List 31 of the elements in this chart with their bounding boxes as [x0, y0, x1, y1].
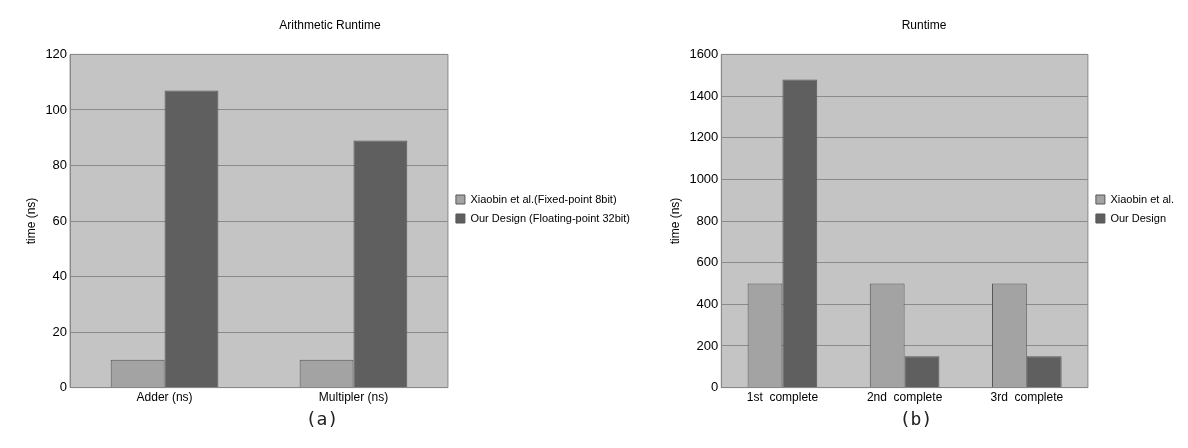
y-tick-label: 40 [52, 268, 68, 284]
y-tick-label: 1200 [689, 129, 719, 145]
x-tick-label: Multipler (ns) [318, 390, 389, 405]
y-tick-label: 20 [52, 323, 68, 339]
y-tick-label: 200 [696, 337, 719, 353]
y-tick-label: 1000 [689, 170, 719, 186]
y-tick-label: 1400 [689, 87, 719, 103]
y-tick-label: 0 [711, 379, 719, 395]
x-tick-label: 2nd complete [866, 390, 943, 405]
legend-label: Our Design (Floating-point 32bit) [470, 211, 630, 224]
legend-label: Our Design [1110, 211, 1167, 224]
y-tick-label: 100 [45, 101, 68, 117]
chart-title: Arithmetic Runtime [279, 17, 381, 32]
y-tick-label: 400 [696, 295, 719, 311]
y-tick-label: 600 [696, 254, 719, 270]
y-tick-label: 800 [696, 212, 719, 228]
y-tick-label: 60 [52, 212, 68, 228]
y-tick-label: 80 [52, 157, 68, 173]
chart-title: Runtime [901, 17, 947, 32]
x-tick-label: 3rd complete [990, 390, 1064, 405]
y-axis-title: time (ns) [23, 197, 38, 245]
legend-label: Xiaobin et al. [1110, 192, 1175, 205]
text: (b) [898, 408, 934, 429]
legend-label: Xiaobin et al.(Fixed-point 8bit) [470, 192, 617, 205]
x-tick-label: Adder (ns) [136, 390, 193, 405]
y-tick-label: 1600 [689, 45, 719, 61]
x-tick-label: 1st complete [746, 390, 819, 405]
text: (a) [304, 408, 340, 429]
y-tick-label: 0 [59, 379, 68, 395]
y-axis-title: time (ns) [667, 197, 682, 245]
y-tick-label: 120 [45, 45, 68, 61]
